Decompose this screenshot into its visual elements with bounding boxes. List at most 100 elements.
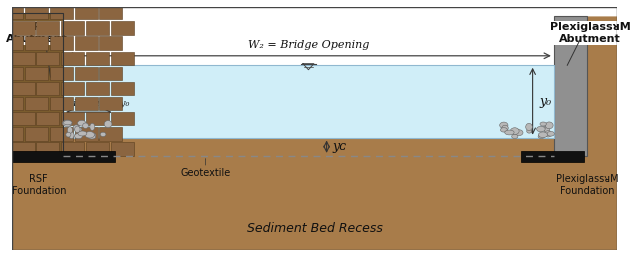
Ellipse shape <box>538 132 548 137</box>
Bar <box>86 82 109 95</box>
Bar <box>11 52 34 65</box>
Ellipse shape <box>502 125 508 131</box>
Bar <box>0 142 10 156</box>
Bar <box>61 142 84 156</box>
Text: RSF
Foundation: RSF Foundation <box>11 174 66 196</box>
Ellipse shape <box>501 128 507 132</box>
Bar <box>50 36 73 50</box>
Bar <box>50 97 73 110</box>
Bar <box>61 21 84 35</box>
Text: PlexiglassᴚM
Foundation: PlexiglassᴚM Foundation <box>556 174 619 196</box>
Bar <box>111 142 134 156</box>
Ellipse shape <box>104 121 112 127</box>
Ellipse shape <box>69 132 74 139</box>
Polygon shape <box>11 13 63 156</box>
Bar <box>36 142 59 156</box>
Bar <box>11 82 34 95</box>
Ellipse shape <box>538 134 545 139</box>
Bar <box>0 6 23 20</box>
Bar <box>25 67 48 80</box>
Text: GRS
Abutment: GRS Abutment <box>6 22 68 44</box>
Ellipse shape <box>90 133 96 138</box>
Bar <box>50 6 73 20</box>
Bar <box>0 127 23 141</box>
Bar <box>61 52 84 65</box>
Polygon shape <box>11 137 617 250</box>
Bar <box>99 97 122 110</box>
Bar <box>520 151 584 162</box>
Bar <box>61 82 84 95</box>
Ellipse shape <box>68 127 73 134</box>
Bar <box>25 6 48 20</box>
Ellipse shape <box>62 120 72 126</box>
Text: Geotextile: Geotextile <box>180 168 231 178</box>
Ellipse shape <box>78 120 86 126</box>
Bar <box>11 0 34 4</box>
Bar <box>61 0 84 4</box>
Ellipse shape <box>526 123 533 131</box>
Bar <box>75 97 97 110</box>
Bar <box>50 127 73 141</box>
Polygon shape <box>593 98 617 250</box>
Bar <box>50 67 73 80</box>
Bar <box>111 52 134 65</box>
Ellipse shape <box>510 128 519 134</box>
Text: y₀: y₀ <box>540 95 552 108</box>
Bar <box>0 82 10 95</box>
Ellipse shape <box>545 127 550 134</box>
Bar <box>0 0 10 4</box>
Bar <box>111 112 134 125</box>
Ellipse shape <box>88 135 96 139</box>
Bar <box>111 21 134 35</box>
Ellipse shape <box>64 121 72 125</box>
Polygon shape <box>554 16 587 156</box>
Ellipse shape <box>540 122 547 126</box>
Bar <box>86 112 109 125</box>
Ellipse shape <box>66 132 71 137</box>
Bar <box>0 112 10 125</box>
Bar <box>75 67 97 80</box>
Ellipse shape <box>90 123 95 131</box>
Bar <box>99 67 122 80</box>
Bar <box>86 0 109 4</box>
Ellipse shape <box>75 133 83 139</box>
Bar <box>75 6 97 20</box>
Bar <box>99 36 122 50</box>
Bar <box>36 0 59 4</box>
Bar <box>75 36 97 50</box>
Bar <box>0 97 23 110</box>
Bar <box>25 36 48 50</box>
Bar <box>0 36 23 50</box>
Bar <box>25 127 48 141</box>
Bar <box>0 21 10 35</box>
Bar <box>99 127 122 141</box>
Bar <box>86 21 109 35</box>
Text: PlexiglassᴚM
Abutment: PlexiglassᴚM Abutment <box>550 22 631 44</box>
Bar <box>36 82 59 95</box>
Bar <box>111 82 134 95</box>
Text: W₂ = Bridge Opening: W₂ = Bridge Opening <box>248 40 369 50</box>
Ellipse shape <box>78 131 87 136</box>
Bar <box>11 112 34 125</box>
Ellipse shape <box>85 132 94 138</box>
Ellipse shape <box>515 130 523 136</box>
Text: Sediment Bed Recess: Sediment Bed Recess <box>247 222 382 235</box>
Bar <box>86 52 109 65</box>
Ellipse shape <box>527 129 532 133</box>
Bar <box>36 52 59 65</box>
Bar <box>36 21 59 35</box>
Bar <box>99 6 122 20</box>
Bar <box>11 151 115 162</box>
Bar <box>0 52 10 65</box>
Polygon shape <box>11 107 63 250</box>
Ellipse shape <box>505 130 514 135</box>
Ellipse shape <box>75 126 80 133</box>
Polygon shape <box>63 65 554 137</box>
Ellipse shape <box>543 126 549 130</box>
Ellipse shape <box>73 125 80 130</box>
Ellipse shape <box>75 127 82 132</box>
Bar <box>61 112 84 125</box>
Text: Wₛipprap = y₀: Wₛipprap = y₀ <box>60 99 129 108</box>
Ellipse shape <box>547 131 554 136</box>
Ellipse shape <box>83 123 89 128</box>
